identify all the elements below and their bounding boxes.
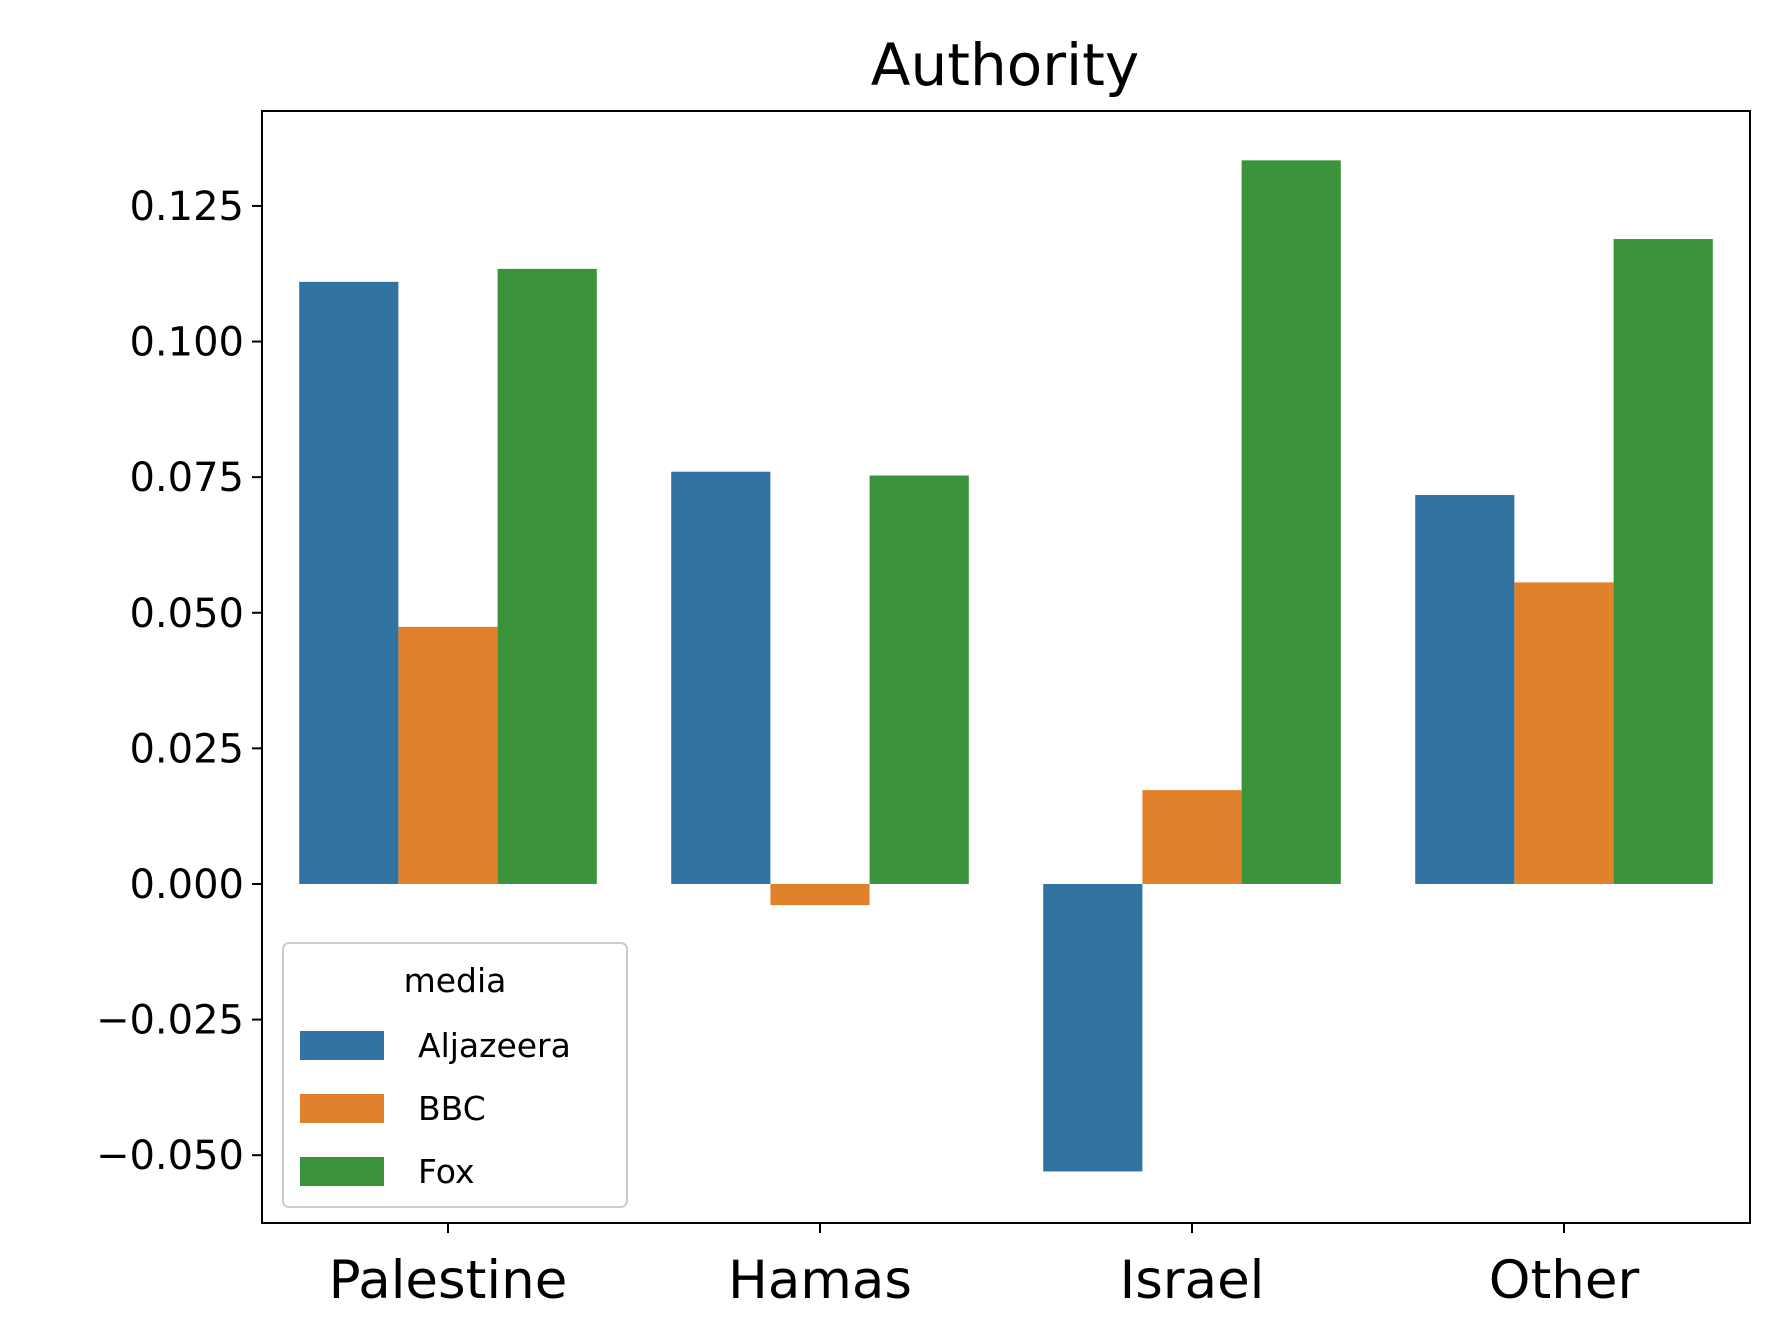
bar-bbc-palestine [398,626,498,884]
bar-fox-palestine [497,268,597,884]
y-tick-label: 0.000 [129,862,244,908]
legend-swatch-aljazeera [300,1031,384,1060]
legend: media Aljazeera BBC Fox [282,942,628,1208]
bar-fox-other [1613,239,1713,884]
y-tick-label: 0.075 [129,455,244,501]
legend-box [282,942,628,1208]
y-tick-label: −0.050 [96,1133,244,1179]
y-tick-label: 0.100 [129,320,244,366]
bar-bbc-israel [1142,790,1242,884]
legend-label-bbc: BBC [418,1089,486,1128]
plot-area: −0.050 −0.025 0.000 0.025 0.050 0.075 0.100 0.1… [96,110,1751,1311]
x-tick-label-palestine: Palestine [329,1250,568,1311]
x-tick-label-other: Other [1489,1250,1640,1311]
y-tick-label: 0.125 [129,184,244,230]
bar-fox-israel [1241,160,1341,884]
bar-bbc-hamas [770,883,870,906]
legend-title: media [404,961,507,1000]
bar-bbc-other [1514,582,1614,884]
bar-aljazeera-hamas [671,471,771,884]
y-tick-label: 0.025 [129,726,244,772]
bar-aljazeera-palestine [299,281,399,884]
y-tick-label: −0.025 [96,998,244,1044]
legend-label-aljazeera: Aljazeera [418,1026,571,1065]
legend-swatch-fox [300,1157,384,1186]
chart-title: Authority [871,31,1139,99]
x-tick-label-hamas: Hamas [728,1250,912,1311]
legend-swatch-bbc [300,1094,384,1123]
bar-aljazeera-israel [1043,883,1143,1172]
x-tick-label-israel: Israel [1120,1250,1265,1311]
axes-frame [261,110,1751,1224]
y-tick-label: 0.050 [129,591,244,637]
bar-fox-hamas [869,475,969,884]
legend-label-fox: Fox [418,1152,475,1191]
bar-aljazeera-other [1415,495,1515,884]
